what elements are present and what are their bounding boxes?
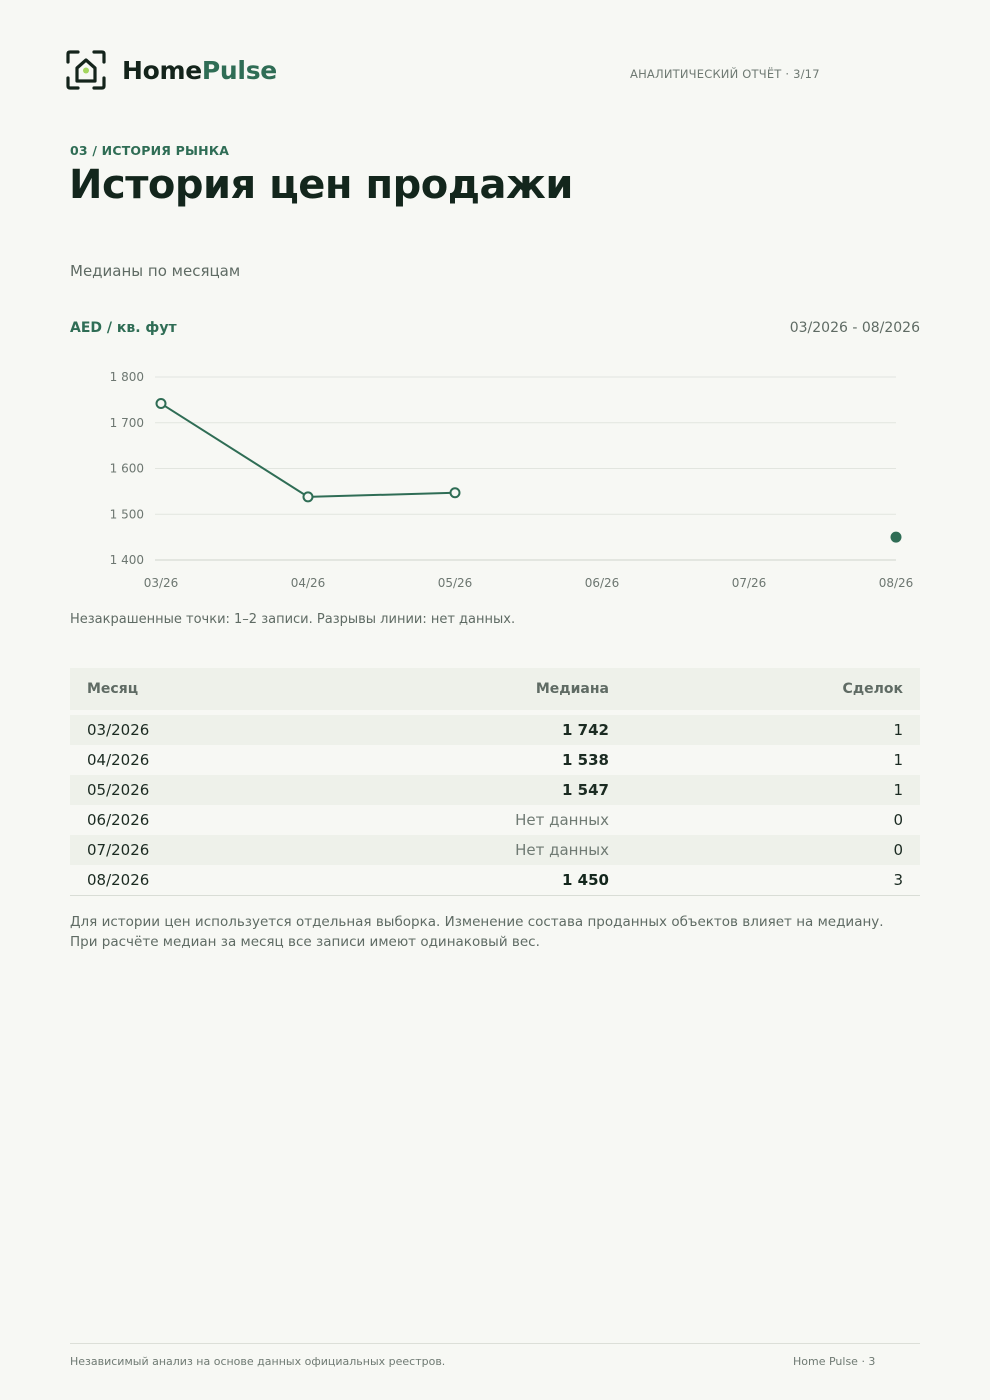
data-point-hollow xyxy=(155,398,167,410)
y-tick-label: 1 500 xyxy=(110,507,144,521)
deals-cell: 3 xyxy=(626,865,920,896)
data-point-hollow xyxy=(449,487,461,499)
month-cell: 03/2026 xyxy=(70,712,272,745)
methodology-footnote: Для истории цен используется отдельная в… xyxy=(70,914,884,950)
brand-logo: HomePulse xyxy=(66,50,277,90)
month-cell: 06/2026 xyxy=(87,811,150,829)
month-cell: 05/2026 xyxy=(70,775,272,805)
brand-name: HomePulse xyxy=(122,55,277,85)
y-tick-label: 1 700 xyxy=(110,416,144,430)
table-row: 05/2026 1 547 1 xyxy=(70,775,920,805)
median-cell: Нет данных xyxy=(272,835,626,865)
y-tick-label: 1 800 xyxy=(110,370,144,384)
median-table: Месяц Медиана Сделок 03/2026 1 742 1 04/… xyxy=(70,668,920,896)
data-point-filled xyxy=(890,531,902,543)
deals-cell: 1 xyxy=(893,751,903,769)
deals-cell: 1 xyxy=(626,775,920,805)
price-history-chart: 1 400 1 500 1 600 1 700 1 800 03/26 04/26 05/26… xyxy=(110,370,914,590)
deals-cell: 0 xyxy=(626,835,920,865)
table-row: 08/2026 1 450 3 xyxy=(70,865,920,896)
month-cell: 08/2026 xyxy=(70,865,272,896)
median-cell: 1 547 xyxy=(272,775,626,805)
median-cell: 1 742 xyxy=(272,712,626,745)
footer-divider xyxy=(70,1343,920,1344)
y-tick-label: 1 600 xyxy=(110,462,144,476)
table-row: 03/2026 1 742 1 xyxy=(70,712,920,745)
x-tick-label: 07/26 xyxy=(732,576,767,590)
median-cell: 1 538 xyxy=(562,751,609,769)
chart-subtitle: Медианы по месяцам xyxy=(70,262,241,280)
table-row: 06/2026 Нет данных 0 xyxy=(70,805,920,835)
table-header-row: Месяц Медиана Сделок xyxy=(70,668,920,715)
month-cell: 07/2026 xyxy=(70,835,272,865)
chart-unit: AED / кв. фут xyxy=(70,320,177,336)
page-title: История цен продажи xyxy=(69,162,573,208)
x-tick-label: 06/26 xyxy=(585,576,620,590)
house-scan-icon xyxy=(66,50,106,90)
x-tick-label: 05/26 xyxy=(438,576,473,590)
column-header-deals: Сделок xyxy=(626,668,920,715)
section-eyebrow: 03 / ИСТОРИЯ РЫНКА xyxy=(70,143,230,158)
footer-page-number: Home Pulse · 3 xyxy=(793,1355,876,1368)
deals-cell: 0 xyxy=(893,811,903,829)
table-row: 07/2026 Нет данных 0 xyxy=(70,835,920,865)
table-row: 04/2026 1 538 1 xyxy=(70,745,920,775)
x-tick-label: 04/26 xyxy=(291,576,326,590)
month-cell: 04/2026 xyxy=(87,751,150,769)
report-page-label: АНАЛИТИЧЕСКИЙ ОТЧЁТ · 3/17 xyxy=(630,67,820,81)
column-header-median: Медиана xyxy=(272,668,626,715)
x-tick-label: 03/26 xyxy=(144,576,179,590)
chart-note: Незакрашенные точки: 1–2 записи. Разрывы… xyxy=(70,612,516,627)
data-point-hollow xyxy=(302,491,314,503)
column-header-month: Месяц xyxy=(70,668,272,715)
median-cell: 1 450 xyxy=(272,865,626,896)
y-tick-label: 1 400 xyxy=(110,553,144,567)
series-line xyxy=(160,402,456,498)
deals-cell: 1 xyxy=(626,712,920,745)
x-tick-label: 08/26 xyxy=(879,576,914,590)
median-cell: Нет данных xyxy=(515,811,609,829)
footer-disclaimer: Независимый анализ на основе данных офиц… xyxy=(70,1355,446,1368)
chart-date-range: 03/2026 - 08/2026 xyxy=(789,320,920,336)
